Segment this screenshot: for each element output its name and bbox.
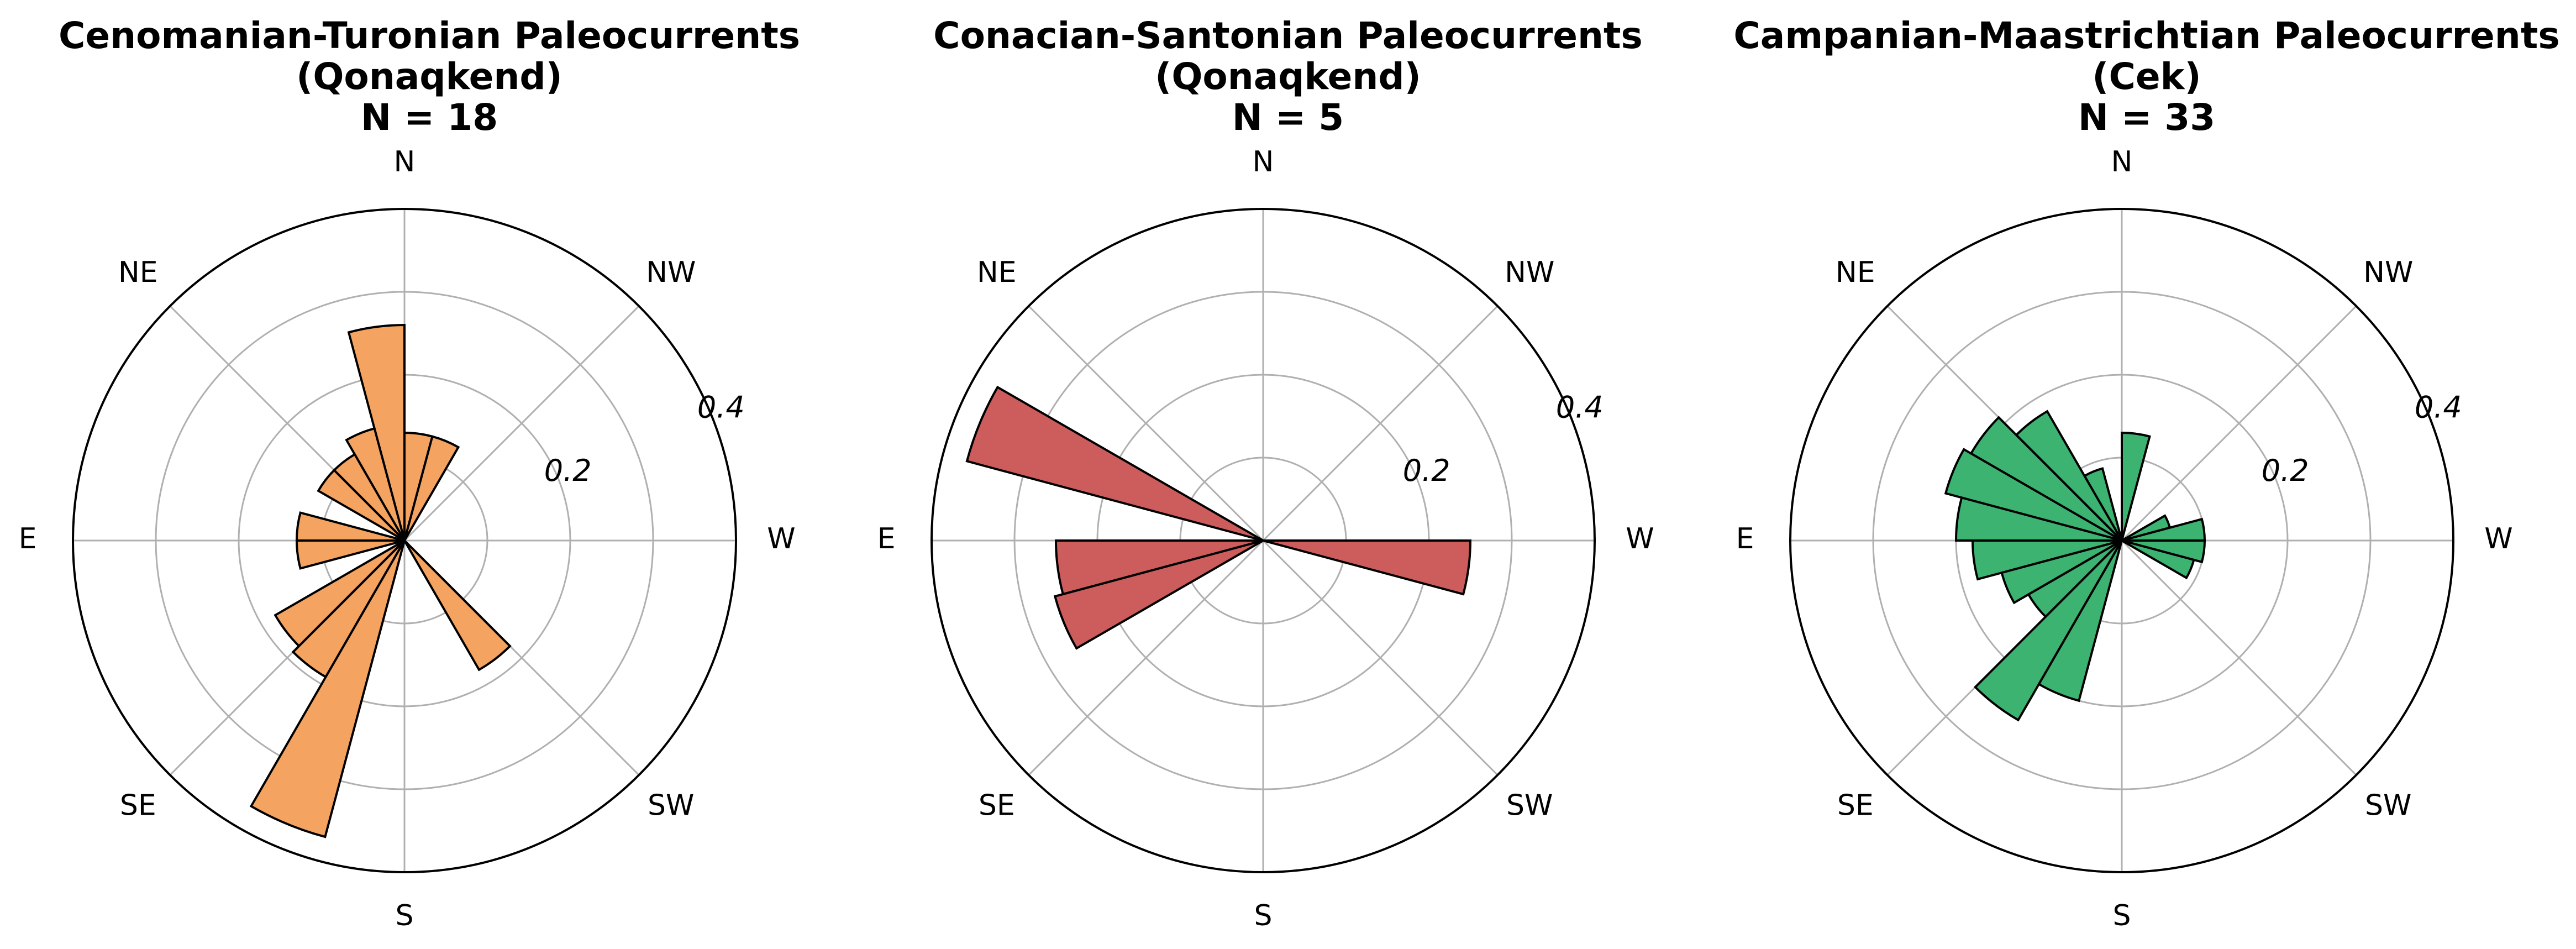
direction-label: NE (1836, 256, 1875, 289)
direction-label: NW (1505, 256, 1554, 289)
direction-label: N (394, 145, 416, 179)
panel-title-line-2: (Qonaqkend) (1155, 55, 1421, 98)
grid-spoke (1028, 305, 1264, 542)
grid-spoke (2121, 305, 2357, 542)
direction-label: NE (977, 256, 1017, 289)
rose-bar (1974, 539, 2123, 722)
direction-label: W (1626, 522, 1654, 555)
direction-label: E (19, 522, 37, 555)
direction-label: SW (648, 789, 694, 822)
rose-bar (1944, 448, 2122, 542)
direction-label: E (1736, 522, 1754, 555)
rose-bar (2121, 431, 2151, 541)
direction-label: SE (1837, 789, 1874, 822)
rose-bar (403, 539, 512, 672)
rose-bar (1263, 539, 1472, 596)
direction-label: SW (2365, 789, 2411, 822)
rose-diagram-svg: 0.2 0.4 N NE E SE S SW W NW (1736, 145, 2513, 932)
direction-label: W (2484, 522, 2512, 555)
rose-bar (345, 427, 406, 541)
direction-label: SE (120, 789, 156, 822)
radial-tick-label: 0.4 (1556, 390, 1604, 424)
rose-bar (1053, 539, 1264, 650)
grid-spoke (2121, 539, 2357, 776)
rose-bar (295, 539, 405, 570)
grid-spoke (1262, 305, 1499, 542)
panel-title-line-1: Conacian-Santonian Paleocurrents (933, 14, 1643, 57)
direction-label: N (1253, 145, 1274, 179)
rose-panel-cenomanian-turonian: Cenomanian-Turonian Paleocurrents (Qonaq… (0, 0, 859, 949)
rose-bar (1954, 496, 2122, 542)
direction-label: SE (979, 789, 1015, 822)
radial-tick-label: 0.4 (697, 390, 745, 424)
direction-label: S (1254, 899, 1272, 932)
rose-bar (2000, 539, 2122, 605)
panel-title-line-1: Campanian-Maastrichtian Paleocurrents (1733, 14, 2560, 57)
direction-label: NW (646, 256, 696, 289)
rose-panel-campanian-maastrichtian: Campanian-Maastrichtian Paleocurrents (C… (1717, 0, 2576, 949)
rose-bar (249, 539, 406, 838)
rose-bar (403, 435, 460, 542)
radial-tick-label: 0.2 (2262, 453, 2309, 488)
direction-label: S (395, 899, 413, 932)
panel-title-count: N = 5 (1232, 96, 1344, 139)
grid-spoke (1262, 539, 1499, 776)
direction-label: S (2112, 899, 2131, 932)
direction-label: W (767, 522, 795, 555)
direction-label: E (877, 522, 896, 555)
rose-bar (2037, 540, 2123, 702)
panel-title-line-2: (Qonaqkend) (296, 55, 562, 98)
panel-title-count: N = 33 (2078, 96, 2216, 139)
panel-title-line-1: Cenomanian-Turonian Paleocurrents (58, 14, 801, 57)
polar-frame (1789, 208, 2454, 873)
rose-bar (965, 385, 1264, 542)
grid-spoke (403, 305, 640, 542)
radial-tick-label: 0.2 (1403, 453, 1450, 488)
grid-spoke (1028, 539, 1264, 776)
rose-diagram-svg: 0.2 0.4 N NE E SE S SW W NW (877, 145, 1654, 932)
direction-label: SW (1506, 789, 1553, 822)
polar-frame (72, 208, 737, 873)
panel-title-count: N = 18 (360, 96, 498, 139)
direction-label: NW (2363, 256, 2413, 289)
polar-frame (930, 208, 1596, 873)
radial-tick-label: 0.2 (544, 453, 592, 488)
panel-title-line-2: (Cek) (2092, 55, 2201, 98)
direction-label: N (2111, 145, 2133, 179)
rose-bar (317, 468, 406, 542)
rose-panel-conacian-santonian: Conacian-Santonian Paleocurrents (Qonaqk… (859, 0, 1717, 949)
rose-bar (2121, 539, 2195, 580)
radial-tick-label: 0.4 (2415, 390, 2462, 424)
rose-diagram-svg: 0.2 0.4 N NE E SE S SW W NW (19, 145, 796, 932)
direction-label: NE (118, 256, 158, 289)
